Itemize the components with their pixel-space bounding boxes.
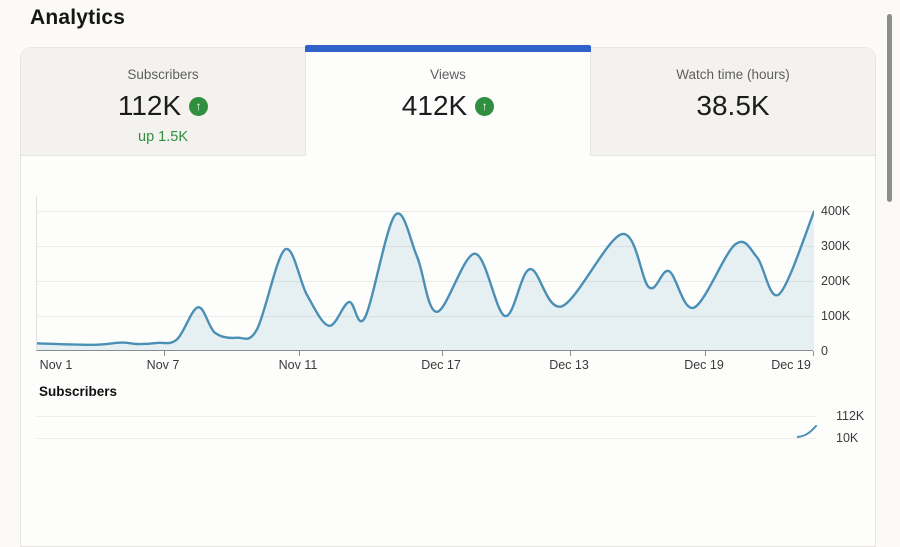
views-area-chart	[37, 210, 814, 351]
views-line-path	[37, 210, 814, 347]
x-axis-tick	[164, 351, 165, 356]
gridline-300k	[37, 246, 814, 247]
tab-subscribers-value-row: 112K ↑	[21, 90, 305, 122]
tab-watch-time[interactable]: Watch time (hours) 38.5K	[591, 48, 875, 156]
gridline-400k	[37, 211, 814, 212]
page-title: Analytics	[30, 6, 126, 29]
y-tick-label: 112K	[836, 409, 865, 423]
x-tick-label: Dec 19	[771, 358, 811, 372]
tab-watch-time-value: 38.5K	[696, 90, 770, 121]
scrollbar-thumb[interactable]	[887, 14, 892, 202]
trend-up-icon: ↑	[189, 96, 209, 116]
gridline-100k	[37, 316, 814, 317]
x-axis-tick	[705, 351, 706, 356]
tab-watch-time-value-row: 38.5K	[591, 90, 875, 122]
x-tick-label: Nov 7	[146, 358, 180, 372]
tab-views-value: 412K	[401, 90, 468, 121]
tab-subscribers-label: Subscribers	[127, 67, 199, 82]
tab-views-label: Views	[430, 67, 466, 82]
y-tick-label: 400K	[821, 204, 851, 218]
views-chart-plot	[36, 196, 814, 356]
y-tick-label: 0	[821, 344, 828, 358]
x-tick-label: Dec 19	[684, 358, 724, 372]
y-tick-label: 200K	[821, 274, 851, 288]
x-tick-label: Dec 17	[421, 358, 461, 372]
gridline-200k	[37, 281, 814, 282]
trend-up-icon: ↑	[475, 96, 495, 116]
tab-subscribers-delta: up 1.5K	[138, 129, 188, 145]
x-tick-label: Nov 1	[39, 358, 73, 372]
x-axis-tick	[813, 351, 814, 356]
tab-watch-time-label: Watch time (hours)	[676, 67, 790, 82]
y-tick-label: 100K	[821, 309, 851, 323]
trend-up-glyph: ↑	[195, 99, 202, 113]
metric-tabs: Subscribers 112K ↑ up 1.5K Views 412K ↑ …	[21, 45, 875, 156]
x-axis-tick	[442, 351, 443, 356]
x-tick-label: Dec 13	[549, 358, 589, 372]
gridline-112k	[36, 416, 816, 417]
x-tick-label: Nov 11	[278, 358, 318, 372]
subscribers-sparkline-tip	[797, 425, 817, 438]
active-tab-indicator	[305, 45, 591, 52]
tab-subscribers[interactable]: Subscribers 112K ↑ up 1.5K	[21, 48, 305, 156]
tab-views[interactable]: Views 412K ↑	[305, 45, 591, 156]
views-area-path	[37, 211, 814, 351]
tab-views-value-row: 412K ↑	[306, 90, 590, 122]
gridline-10k	[36, 438, 816, 439]
y-tick-label: 10K	[836, 431, 859, 445]
tab-subscribers-value: 112K	[117, 90, 182, 121]
subscribers-section-heading: Subscribers	[39, 384, 118, 399]
x-axis-tick	[570, 351, 571, 356]
trend-up-glyph: ↑	[481, 99, 488, 113]
analytics-card: Subscribers 112K ↑ up 1.5K Views 412K ↑ …	[20, 45, 876, 547]
y-tick-label: 300K	[821, 239, 851, 253]
x-axis-tick	[299, 351, 300, 356]
